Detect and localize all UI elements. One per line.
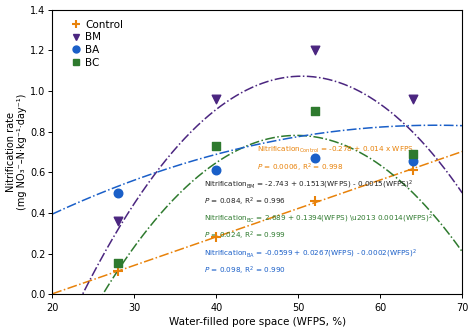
- Point: [311, 198, 319, 203]
- Point: [311, 48, 319, 53]
- Point: [311, 109, 319, 114]
- Point: [212, 167, 220, 173]
- Point: [114, 218, 122, 224]
- Point: [409, 96, 417, 102]
- Point: [409, 151, 417, 157]
- Text: $P$ = 0.0006, R$^2$ = 0.998: $P$ = 0.0006, R$^2$ = 0.998: [257, 162, 344, 174]
- Point: [212, 235, 220, 240]
- Point: [212, 143, 220, 149]
- Text: $P$ = 0.084, R$^2$ = 0.996: $P$ = 0.084, R$^2$ = 0.996: [204, 196, 286, 208]
- Point: [212, 96, 220, 102]
- Text: Nitrification$_{\mathsf{BM}}$ = -2.743 + 0.1513(WFPS) - 0.0015(WFPS)$^2$: Nitrification$_{\mathsf{BM}}$ = -2.743 +…: [204, 179, 413, 191]
- Point: [311, 155, 319, 161]
- Text: Nitrification$_{\mathsf{BA}}$ = -0.0599 + 0.0267(WFPS) - 0.0002(WFPS)$^2$: Nitrification$_{\mathsf{BA}}$ = -0.0599 …: [204, 247, 417, 260]
- Text: $P$ = 0.098, R$^2$ = 0.990: $P$ = 0.098, R$^2$ = 0.990: [204, 264, 286, 277]
- Point: [114, 260, 122, 265]
- Text: Nitrification$_{\mathsf{Control}}$ = -0.278 + 0.014 x WFPS: Nitrification$_{\mathsf{Control}}$ = -0.…: [257, 145, 414, 155]
- Point: [114, 190, 122, 195]
- Point: [114, 268, 122, 273]
- Point: [409, 159, 417, 164]
- Y-axis label: Nitrification rate
(mg NO₃⁻–N·kg⁻¹·day⁻¹): Nitrification rate (mg NO₃⁻–N·kg⁻¹·day⁻¹…: [6, 94, 27, 210]
- Point: [409, 167, 417, 173]
- Legend: Control, BM, BA, BC: Control, BM, BA, BC: [70, 18, 126, 70]
- Text: $P$ = 0.024, R$^2$ = 0.999: $P$ = 0.024, R$^2$ = 0.999: [204, 230, 286, 242]
- X-axis label: Water-filled pore space (WFPS, %): Water-filled pore space (WFPS, %): [169, 317, 346, 327]
- Text: Nitrification$_{\mathsf{BC}}$ = 2.689 + 0.1394(WFPS) \u2013 0.0014(WFPS)$^2$: Nitrification$_{\mathsf{BC}}$ = 2.689 + …: [204, 213, 433, 225]
